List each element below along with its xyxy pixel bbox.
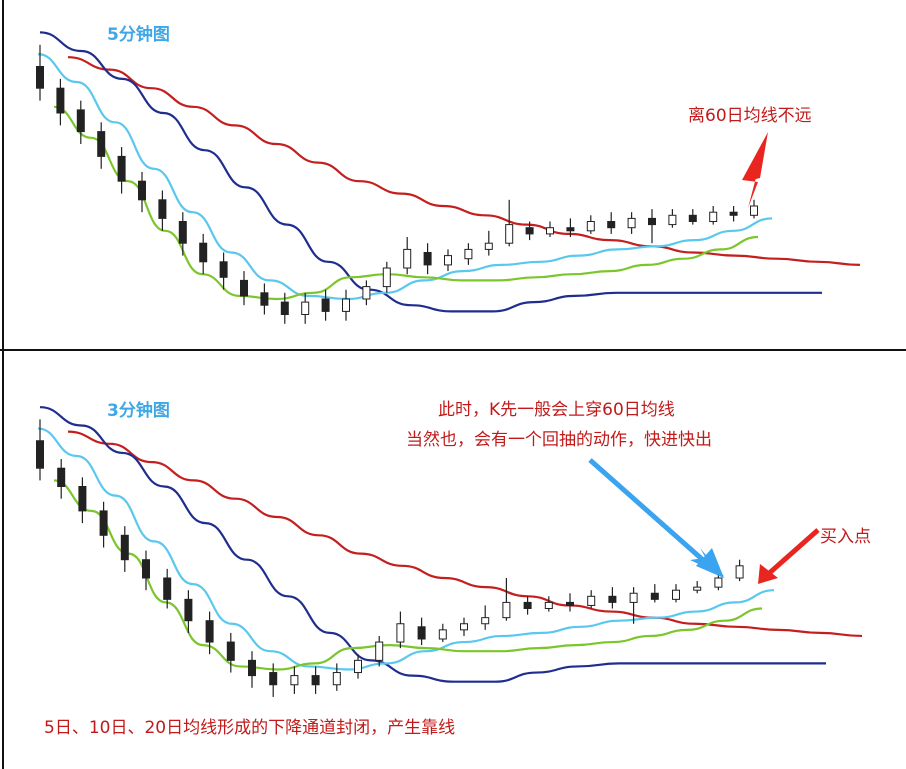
- candle-body: [693, 586, 702, 591]
- panel2-title: 3分钟图: [107, 401, 170, 421]
- candle-body: [566, 227, 575, 232]
- candle-body: [735, 565, 744, 579]
- candle-body: [311, 675, 320, 686]
- candle-body: [76, 109, 85, 133]
- candle-body: [672, 589, 680, 600]
- candle-body: [750, 205, 758, 216]
- ma-line-1-3: [37, 53, 773, 301]
- candle-body: [375, 641, 384, 661]
- ma-line-2-4: [53, 479, 763, 671]
- candle-body: [290, 675, 299, 686]
- candle-body: [460, 623, 468, 631]
- blue-arrowhead-icon: [696, 548, 724, 578]
- candle-body: [260, 292, 269, 306]
- ma-line-2-3: [37, 427, 775, 671]
- candle-body: [57, 467, 66, 488]
- candle-body: [587, 595, 596, 606]
- candle-body: [142, 559, 150, 579]
- candle-body: [138, 180, 146, 201]
- candle-body: [362, 286, 371, 300]
- candle-body: [205, 620, 214, 643]
- ma-line-2-1: [67, 430, 863, 638]
- candle-body: [525, 227, 534, 235]
- candle-body: [464, 248, 473, 260]
- candle-body: [668, 214, 677, 226]
- candle-body: [321, 298, 330, 312]
- candle-body: [382, 267, 391, 288]
- candle-body: [709, 211, 718, 222]
- candle-body: [396, 623, 405, 643]
- candle-body: [56, 87, 65, 114]
- panel1-annotation: 离60日均线不远: [688, 106, 812, 126]
- red-arrow-icon: [742, 132, 768, 208]
- candle-body: [178, 221, 187, 244]
- candle-body: [714, 577, 723, 588]
- candle-body: [78, 486, 87, 512]
- candle-body: [481, 617, 490, 625]
- candle-body: [354, 659, 362, 674]
- candle-body: [332, 672, 341, 686]
- candle-body: [417, 626, 426, 640]
- candle-body: [648, 217, 656, 226]
- candle-body: [99, 510, 108, 536]
- candle-body: [566, 601, 574, 606]
- buy-point-label: 买入点: [820, 527, 871, 547]
- panel2-annotation-line1: 此时，K先一般会上穿60日均线: [438, 400, 675, 420]
- candle-body: [607, 221, 616, 229]
- ma-line-2-2: [39, 406, 826, 683]
- candle-body: [219, 261, 228, 278]
- ma-line-1-2: [39, 31, 822, 313]
- candle-body: [444, 255, 452, 266]
- candle-body: [523, 601, 532, 610]
- candle-body: [627, 217, 636, 229]
- panel1-title: 5分钟图: [107, 25, 170, 45]
- candle-body: [484, 242, 493, 250]
- candle-body: [423, 252, 432, 266]
- candle-body: [729, 211, 738, 216]
- candle-body: [280, 301, 289, 316]
- candle-body: [505, 224, 514, 244]
- buy-arrow-shaft-icon: [764, 528, 820, 578]
- candle-body: [240, 279, 248, 297]
- red-arrow-shaft-icon: [752, 132, 768, 180]
- candle-body: [301, 301, 310, 316]
- candle-body: [608, 595, 617, 603]
- candle-body: [163, 577, 172, 600]
- candle-body: [117, 155, 126, 182]
- candle-body: [502, 601, 511, 619]
- candle-body: [629, 592, 638, 603]
- candle-body: [158, 199, 167, 219]
- candle-body: [36, 440, 44, 469]
- candle-body: [688, 214, 697, 223]
- candle-body: [544, 601, 553, 610]
- candle-body: [36, 66, 44, 89]
- panel2-footnote: 5日、10日、20日均线形成的下降通道封闭，产生靠线: [44, 718, 456, 738]
- candle-body: [342, 298, 350, 312]
- candle-body: [586, 221, 595, 232]
- panel2-annotation-line2: 当然也，会有一个回抽的动作，快进快出: [406, 430, 712, 450]
- candle-body: [650, 592, 659, 600]
- candle-body: [199, 242, 208, 263]
- candle-body: [184, 598, 193, 622]
- ma-line-1-1: [67, 56, 861, 266]
- candle-body: [248, 659, 256, 677]
- candle-body: [97, 131, 106, 157]
- buy-arrowhead-icon: [758, 564, 778, 584]
- blue-arrow-shaft-icon: [588, 458, 714, 570]
- candle-body: [120, 534, 129, 561]
- candle-body: [226, 641, 235, 661]
- candle-body: [438, 629, 447, 640]
- candle-body: [403, 248, 412, 269]
- candle-body: [269, 672, 278, 686]
- candle-body: [546, 227, 554, 235]
